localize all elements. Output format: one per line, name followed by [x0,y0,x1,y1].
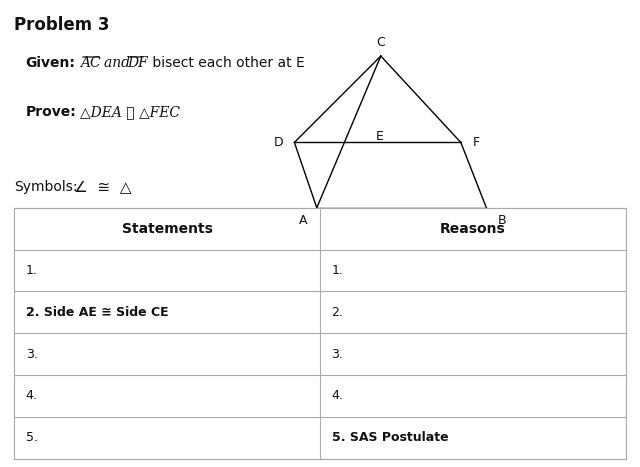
Bar [14,208,626,459]
Text: Statements: Statements [122,222,212,236]
Text: 1.: 1. [26,264,38,277]
Text: 4.: 4. [26,389,38,403]
Text: Problem 3: Problem 3 [14,16,109,35]
Text: DF: DF [127,56,147,70]
Text: 1.: 1. [332,264,344,277]
Text: Given:: Given: [26,56,76,70]
Text: 3.: 3. [332,347,344,361]
Text: △DEA ≅ △FEC: △DEA ≅ △FEC [80,105,180,119]
Text: 2.: 2. [332,306,344,319]
Text: 5.: 5. [26,431,38,444]
Text: C: C [376,35,385,49]
Text: 4.: 4. [332,389,344,403]
Text: 2. Side AE ≅ Side CE: 2. Side AE ≅ Side CE [26,306,168,319]
Text: 5. SAS Postulate: 5. SAS Postulate [332,431,448,444]
Text: Reasons: Reasons [440,222,506,236]
Text: A: A [298,214,307,227]
Text: ∠  ≅  △: ∠ ≅ △ [74,180,131,195]
Text: B: B [497,214,506,227]
Text: bisect each other at E: bisect each other at E [148,56,305,70]
Text: Prove:: Prove: [26,105,76,119]
Text: and: and [104,56,134,70]
Text: AC: AC [80,56,100,70]
Text: 3.: 3. [26,347,38,361]
Text: Symbols:: Symbols: [14,180,77,194]
Text: E: E [376,130,383,143]
Text: F: F [472,136,480,149]
Text: D: D [273,136,284,149]
